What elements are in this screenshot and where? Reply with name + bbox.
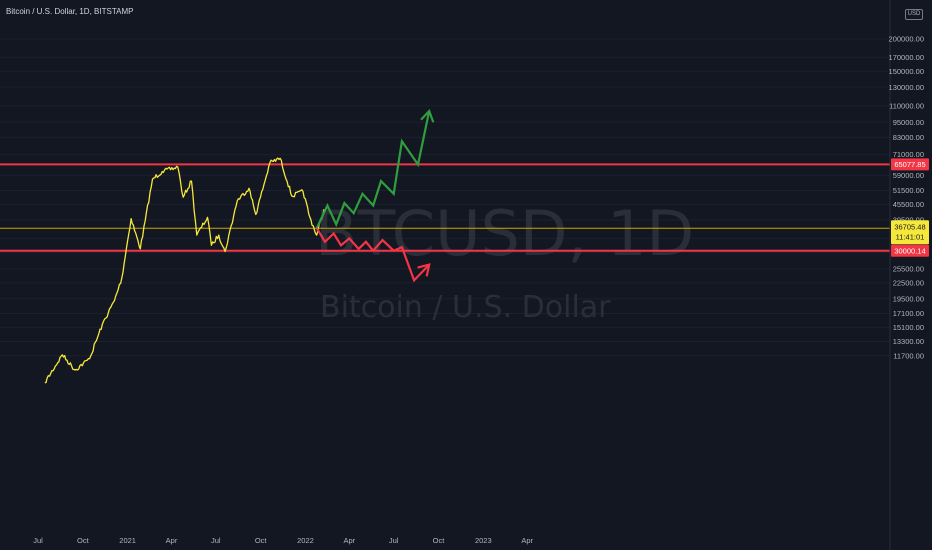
- symbol-title: Bitcoin / U.S. Dollar, 1D, BITSTAMP: [6, 7, 134, 16]
- x-tick-label: 2023: [475, 536, 492, 545]
- current-time-text: 11:41:01: [896, 233, 925, 242]
- y-tick-label: 95000.00: [893, 118, 924, 127]
- y-tick-label: 11700.00: [893, 351, 924, 360]
- level-price-tag: [891, 158, 929, 171]
- y-tick-label: 150000.00: [889, 67, 924, 76]
- y-tick-label: 15100.00: [893, 323, 924, 332]
- level-price-text: 30000.14: [894, 247, 925, 256]
- y-tick-label: 59000.00: [893, 171, 924, 180]
- horizontal-levels[interactable]: [0, 163, 890, 252]
- y-tick-label: 45500.00: [893, 200, 924, 209]
- x-tick-label: Apr: [343, 536, 355, 545]
- x-tick-label: Apr: [521, 536, 533, 545]
- bullish-projection-head: [420, 108, 435, 123]
- current-price-text: 36705.48: [894, 223, 925, 232]
- price-axis[interactable]: 200000.00 170000.00 150000.00 130000.00 1100…: [889, 0, 924, 550]
- x-tick-label: Jul: [211, 536, 221, 545]
- x-tick-label: Jul: [389, 536, 399, 545]
- x-tick-label: Oct: [77, 536, 90, 545]
- y-tick-label: 39500.00: [893, 216, 924, 225]
- watermark-name: Bitcoin / U.S. Dollar: [320, 290, 611, 325]
- x-tick-label: Oct: [255, 536, 268, 545]
- bullish-projection[interactable]: [315, 110, 431, 229]
- y-tick-label: 83000.00: [893, 133, 924, 142]
- y-tick-label: 17100.00: [893, 309, 924, 318]
- level-price-tag: [891, 244, 929, 257]
- x-tick-label: Apr: [166, 536, 178, 545]
- y-tick-label: 22500.00: [893, 278, 924, 287]
- y-tick-label: 200000.00: [889, 35, 924, 44]
- y-tick-label: 25500.00: [893, 264, 924, 273]
- x-tick-label: Jul: [33, 536, 43, 545]
- projection-arrows[interactable]: [315, 108, 435, 283]
- price-series: [44, 157, 325, 384]
- y-tick-label: 71000.00: [893, 150, 924, 159]
- y-tick-label: 19500.00: [893, 294, 924, 303]
- price-line: [44, 157, 325, 384]
- bearish-projection[interactable]: [315, 227, 430, 283]
- time-axis[interactable]: Jul Oct 2021 Apr Jul Oct 2022 Apr Jul Oct 2023 Apr: [33, 536, 533, 545]
- currency-badge[interactable]: USD: [905, 9, 923, 20]
- x-tick-label: 2022: [297, 536, 314, 545]
- y-tick-label: 110000.00: [889, 101, 924, 110]
- y-tick-label: 130000.00: [889, 83, 924, 92]
- level-price-text: 65077.85: [894, 160, 925, 169]
- grid: [0, 38, 890, 357]
- x-tick-label: 2021: [119, 536, 136, 545]
- y-tick-label: 13300.00: [893, 337, 924, 346]
- y-tick-label: 51500.00: [893, 186, 924, 195]
- x-tick-label: Oct: [433, 536, 446, 545]
- current-price-tag: [891, 220, 929, 245]
- watermark-ticker: BTCUSD, 1D: [315, 197, 694, 270]
- y-tick-label: 170000.00: [889, 53, 924, 62]
- bearish-projection-head: [417, 263, 431, 277]
